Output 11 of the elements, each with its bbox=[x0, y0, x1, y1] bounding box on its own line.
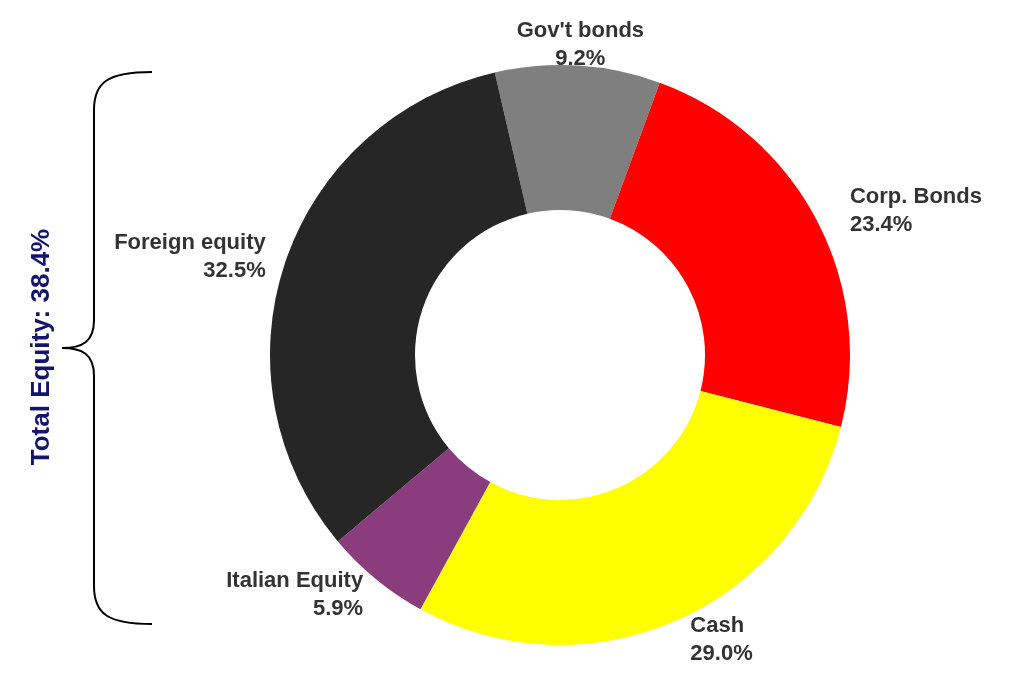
data-label: 29.0% bbox=[690, 639, 753, 665]
slice-label: Corp. Bonds bbox=[849, 182, 982, 208]
data-label: 32.5% bbox=[203, 256, 266, 282]
data-label: 23.4% bbox=[849, 210, 913, 236]
data-label: 9.2% bbox=[555, 45, 606, 71]
slice-label: Foreign equity bbox=[114, 228, 267, 254]
text: Total Equity: 38.4% bbox=[24, 227, 56, 468]
data-label: 5.9% bbox=[312, 594, 364, 620]
slice-label: Gov't bonds bbox=[516, 17, 645, 43]
slice-label: Italian Equity bbox=[226, 566, 364, 592]
slice-label: Cash bbox=[690, 611, 745, 637]
